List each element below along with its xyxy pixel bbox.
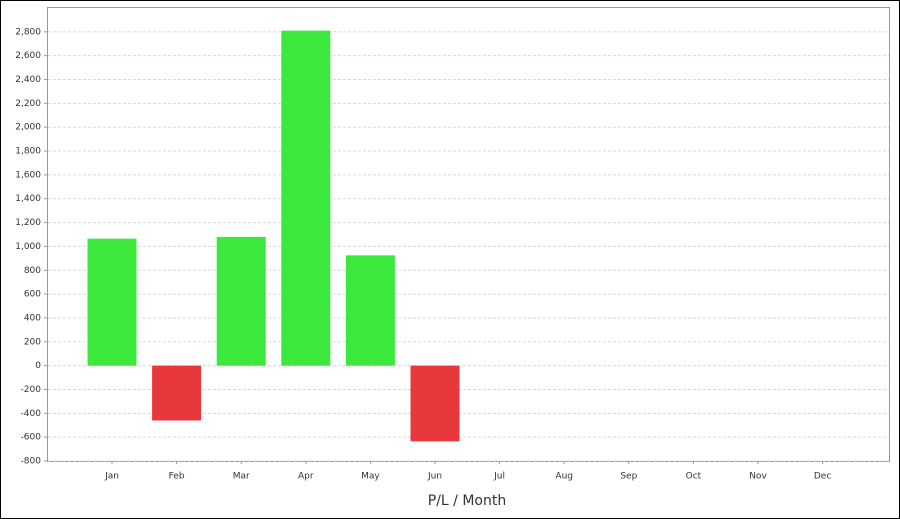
x-tick-label: Apr xyxy=(298,472,314,482)
y-tick-label: 0 xyxy=(35,361,41,371)
y-tick-label: -200 xyxy=(21,385,42,395)
y-tick-label: 2,200 xyxy=(15,99,41,109)
y-tick-label: 2,800 xyxy=(15,27,41,37)
y-tick-label: 600 xyxy=(24,290,41,300)
y-tick-label: 1,600 xyxy=(15,170,41,180)
bar xyxy=(281,30,331,366)
x-tick-label: May xyxy=(361,472,380,482)
y-tick-label: 1,800 xyxy=(15,147,41,157)
y-tick-label: 400 xyxy=(24,313,41,323)
x-tick-label: Jan xyxy=(104,472,119,482)
bar xyxy=(87,238,137,366)
x-tick-label: Feb xyxy=(169,472,185,482)
x-tick-label: Mar xyxy=(233,472,250,482)
x-tick-label: Oct xyxy=(686,472,702,482)
bar xyxy=(345,255,395,366)
bar xyxy=(152,365,202,421)
x-tick-label: Sep xyxy=(620,472,637,482)
x-tick-label: Nov xyxy=(749,472,767,482)
y-tick-label: 2,600 xyxy=(15,51,41,61)
bar xyxy=(216,236,266,366)
x-tick-label: Dec xyxy=(814,472,831,482)
y-tick-label: 1,000 xyxy=(15,242,41,252)
x-tick-label: Aug xyxy=(555,472,573,482)
x-tick-label: Jul xyxy=(493,472,505,482)
bar xyxy=(410,365,460,442)
y-tick-label: 2,400 xyxy=(15,75,41,85)
y-tick-label: 1,400 xyxy=(15,194,41,204)
y-tick-label: 200 xyxy=(24,337,41,347)
y-tick-label: 1,200 xyxy=(15,218,41,228)
y-tick-label: -600 xyxy=(21,433,42,443)
y-tick-label: -800 xyxy=(21,457,42,467)
x-tick-label: Jun xyxy=(427,472,442,482)
y-tick-label: 2,000 xyxy=(15,123,41,133)
x-axis-label: P/L / Month xyxy=(428,493,506,509)
y-tick-label: 800 xyxy=(24,266,41,276)
y-tick-label: -400 xyxy=(21,409,42,419)
